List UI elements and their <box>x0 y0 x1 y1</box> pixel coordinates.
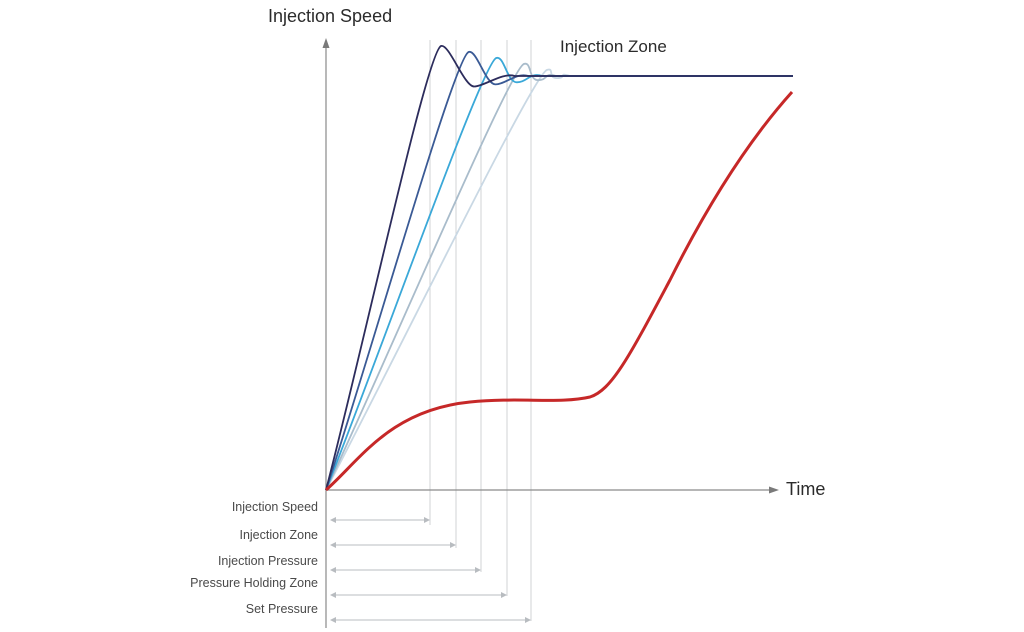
injection-zone-label: Injection Zone <box>560 37 667 56</box>
interval-legend: Injection Speed Injection Zone Injection… <box>190 500 318 616</box>
interval-arrow-head <box>330 517 336 523</box>
interval-arrow-head <box>424 517 430 523</box>
axes <box>322 38 779 628</box>
legend-label-pressure-holding-zone: Pressure Holding Zone <box>190 576 318 590</box>
interval-arrow-head <box>330 567 336 573</box>
legend-label-injection-pressure: Injection Pressure <box>218 554 318 568</box>
speed-curves <box>325 45 793 491</box>
y-axis-title: Injection Speed <box>268 6 392 26</box>
interval-arrow-head <box>475 567 481 573</box>
pressure-curve <box>325 90 794 492</box>
speed-response-curve <box>325 45 793 491</box>
guide-lines <box>429 40 532 621</box>
interval-arrow-head <box>330 542 336 548</box>
speed-response-curve <box>325 57 793 491</box>
legend-label-injection-zone: Injection Zone <box>239 528 318 542</box>
legend-label-injection-speed: Injection Speed <box>232 500 318 514</box>
interval-arrow-head <box>330 617 336 623</box>
interval-arrow-head <box>525 617 531 623</box>
x-axis-arrow <box>769 486 779 494</box>
x-axis-title: Time <box>786 479 825 499</box>
interval-arrows <box>330 517 531 623</box>
interval-arrow-head <box>330 592 336 598</box>
interval-arrow-head <box>450 542 456 548</box>
speed-response-curve <box>325 51 793 491</box>
legend-label-set-pressure: Set Pressure <box>246 602 318 616</box>
speed-response-curve <box>325 62 793 491</box>
interval-arrow-head <box>501 592 507 598</box>
y-axis-arrow <box>322 38 330 48</box>
